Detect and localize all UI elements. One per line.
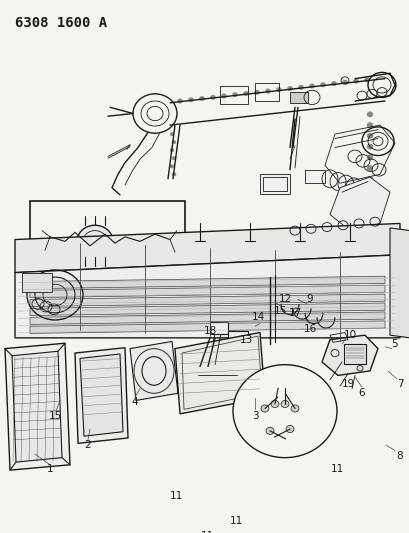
- Circle shape: [366, 219, 372, 224]
- Text: 3: 3: [251, 410, 258, 421]
- Circle shape: [265, 89, 270, 93]
- Circle shape: [364, 77, 369, 82]
- Bar: [220, 86, 247, 104]
- Circle shape: [366, 144, 372, 149]
- Bar: [304, 170, 324, 183]
- Circle shape: [290, 405, 298, 412]
- Circle shape: [170, 148, 173, 152]
- Bar: [259, 174, 289, 194]
- Circle shape: [280, 400, 288, 408]
- Circle shape: [170, 132, 173, 136]
- Text: 11: 11: [169, 491, 182, 501]
- Polygon shape: [130, 342, 178, 400]
- Circle shape: [232, 93, 237, 97]
- Circle shape: [366, 208, 372, 214]
- Circle shape: [342, 80, 347, 84]
- Circle shape: [366, 123, 372, 128]
- Circle shape: [172, 140, 175, 144]
- Text: 5: 5: [391, 339, 397, 349]
- Polygon shape: [30, 312, 384, 325]
- Circle shape: [366, 230, 372, 235]
- Text: 17: 17: [288, 308, 301, 318]
- Bar: [22, 272, 52, 292]
- Polygon shape: [175, 333, 264, 414]
- Circle shape: [221, 94, 226, 98]
- Circle shape: [287, 86, 292, 91]
- Bar: [254, 83, 278, 101]
- Text: 11: 11: [330, 464, 343, 474]
- Polygon shape: [15, 223, 399, 272]
- Circle shape: [331, 81, 336, 86]
- Circle shape: [366, 112, 372, 117]
- Text: 7: 7: [396, 379, 402, 389]
- Text: 16: 16: [303, 324, 316, 334]
- Bar: [289, 92, 307, 103]
- Circle shape: [254, 90, 259, 94]
- Text: 4: 4: [131, 397, 138, 407]
- Polygon shape: [30, 321, 384, 334]
- Text: 19: 19: [341, 379, 354, 389]
- Text: 13: 13: [239, 335, 252, 345]
- Text: 15: 15: [48, 410, 61, 421]
- Circle shape: [172, 156, 175, 160]
- Text: 8: 8: [396, 451, 402, 461]
- Text: 14: 14: [251, 312, 264, 322]
- Polygon shape: [30, 294, 384, 306]
- Polygon shape: [80, 354, 123, 436]
- Circle shape: [285, 425, 293, 433]
- Circle shape: [366, 133, 372, 139]
- Text: 10: 10: [343, 330, 356, 340]
- Circle shape: [366, 176, 372, 181]
- Text: 6308 1600 A: 6308 1600 A: [15, 16, 107, 30]
- Circle shape: [170, 165, 173, 168]
- Text: 1: 1: [47, 464, 53, 474]
- Text: 18: 18: [203, 326, 216, 336]
- Circle shape: [320, 83, 325, 87]
- Polygon shape: [321, 335, 377, 375]
- Circle shape: [366, 165, 372, 171]
- Bar: [209, 322, 227, 334]
- Circle shape: [188, 98, 193, 102]
- Bar: [227, 330, 247, 347]
- Circle shape: [309, 84, 314, 88]
- Polygon shape: [389, 228, 409, 338]
- Circle shape: [366, 187, 372, 192]
- Bar: [343, 344, 365, 364]
- Circle shape: [276, 87, 281, 92]
- Polygon shape: [75, 348, 128, 443]
- Circle shape: [298, 85, 303, 90]
- Text: 15: 15: [273, 306, 286, 316]
- Circle shape: [199, 96, 204, 101]
- Polygon shape: [15, 255, 399, 338]
- Circle shape: [243, 91, 248, 96]
- Text: 11: 11: [229, 516, 242, 526]
- Circle shape: [172, 173, 175, 176]
- Circle shape: [261, 405, 268, 412]
- Circle shape: [177, 99, 182, 103]
- Bar: [30, 201, 184, 286]
- Bar: [262, 177, 286, 191]
- Circle shape: [366, 155, 372, 160]
- Text: 12: 12: [278, 294, 291, 304]
- Circle shape: [232, 365, 336, 458]
- Text: 6: 6: [358, 388, 364, 398]
- Circle shape: [265, 427, 273, 434]
- Polygon shape: [12, 351, 62, 462]
- Bar: [195, 362, 239, 389]
- Circle shape: [77, 225, 113, 257]
- Circle shape: [353, 79, 357, 83]
- Polygon shape: [329, 177, 389, 231]
- Polygon shape: [5, 343, 70, 470]
- Text: 2: 2: [85, 440, 91, 450]
- Text: 9: 9: [306, 294, 312, 304]
- Polygon shape: [30, 285, 384, 297]
- Circle shape: [210, 95, 215, 100]
- Circle shape: [270, 400, 278, 408]
- Polygon shape: [30, 303, 384, 316]
- Polygon shape: [30, 276, 384, 289]
- Circle shape: [366, 198, 372, 203]
- Text: 11: 11: [200, 531, 213, 533]
